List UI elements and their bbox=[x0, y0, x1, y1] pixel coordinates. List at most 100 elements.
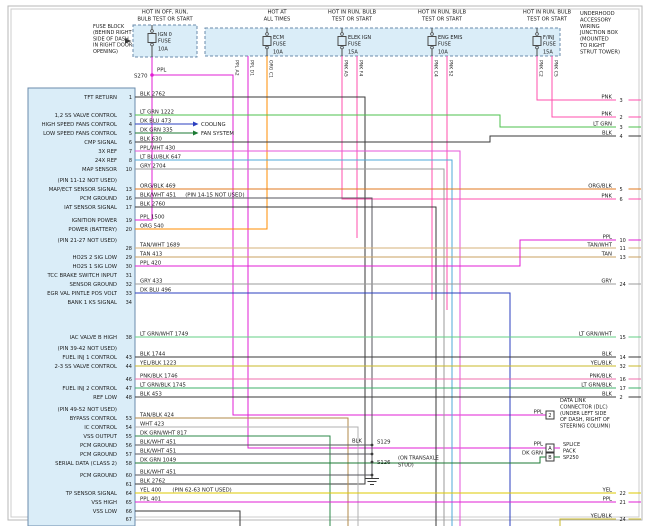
right-pin-number: 22 bbox=[620, 491, 626, 497]
pcm-pin-number: 60 bbox=[126, 473, 132, 479]
wire-code-label: YEL 400 bbox=[139, 488, 162, 494]
pcm-pin-number: 29 bbox=[126, 255, 132, 261]
cooling-fan-note: COOLING bbox=[201, 122, 226, 128]
wire-code-label: PPL 401 bbox=[140, 497, 161, 503]
pcm-pin-number: 33 bbox=[126, 291, 132, 297]
connector-pin-label: PNK F4 bbox=[358, 60, 364, 76]
pcm-pin-number: 48 bbox=[126, 395, 132, 401]
wire-code-label: PPL bbox=[157, 68, 166, 74]
pcm-pin-number: 4 bbox=[129, 122, 132, 128]
pcm-pin-number: 46 bbox=[126, 377, 132, 383]
wire-code-label: PPL bbox=[534, 442, 543, 448]
fuse-hot-title: TEST OR START bbox=[331, 17, 373, 23]
pcm-pin-number: 19 bbox=[126, 218, 132, 224]
pcm-pin-function-label: PCM GROUND bbox=[80, 473, 117, 479]
right-wire-code: LT GRN/BLK bbox=[581, 383, 612, 389]
right-pin-number: 2 bbox=[620, 395, 623, 401]
fuse-hot-title: TEST OR START bbox=[421, 17, 463, 23]
fuse-hot-title: HOT IN OFF, RUN, bbox=[142, 10, 188, 16]
fuse-terminal bbox=[430, 32, 434, 36]
junction-box-note: WIRING bbox=[580, 24, 600, 30]
right-pin-number: 24 bbox=[620, 282, 626, 288]
pcm-pin-function-label: 3X REF bbox=[98, 149, 117, 155]
right-wire-code: PNK/BLK bbox=[590, 374, 613, 380]
wire-blk-2760 bbox=[135, 206, 437, 526]
right-wire-code: TAN/WHT bbox=[586, 243, 612, 249]
pcm-pin-function-label: SENSOR GROUND bbox=[70, 282, 117, 288]
wire-pplwht-430 bbox=[135, 150, 461, 526]
pcm-not-used-note: (PIN 21-27 NOT USED) bbox=[58, 238, 117, 244]
pcm-pin-number: 20 bbox=[126, 227, 132, 233]
pcm-pin-function-label: MAP/ECT SENSOR SIGNAL bbox=[49, 187, 117, 193]
pcm-pin-number: 61 bbox=[126, 482, 132, 488]
pcm-not-used-note: (PIN 49-52 NOT USED) bbox=[58, 407, 117, 413]
pcm-pin-number: 56 bbox=[126, 443, 132, 449]
pcm-pin-number: 66 bbox=[126, 509, 132, 515]
fuse-name: FUSE bbox=[348, 42, 361, 48]
connector-pin-label: PNK C2 bbox=[538, 60, 544, 77]
pcm-pin-number: 32 bbox=[126, 282, 132, 288]
wire-code-label: LT GRN/WHT 1749 bbox=[140, 332, 188, 338]
cooling-fan-note: FAN SYSTEM bbox=[201, 131, 234, 137]
wire-code-label: GRY 433 bbox=[140, 279, 162, 285]
pcm-pin-number: 3 bbox=[129, 113, 132, 119]
wire-dkgrnwht-817 bbox=[135, 435, 331, 526]
right-wire-code: ORG/BLK bbox=[588, 184, 612, 190]
wire-code-label: TAN/WHT 1689 bbox=[139, 243, 180, 249]
fuse-amps: 10A bbox=[158, 47, 168, 53]
connector-pin-label: ORG C1 bbox=[268, 60, 274, 78]
dlc-note: (UNDER LEFT SIDE bbox=[560, 411, 606, 417]
junction-dot bbox=[370, 460, 374, 464]
pcm-pin-number: 38 bbox=[126, 335, 132, 341]
pcm-pin-number: 44 bbox=[126, 364, 132, 370]
pcm-pin-function-label: SERIAL DATA (CLASS 2) bbox=[55, 461, 117, 467]
junction-dot bbox=[370, 452, 374, 456]
wire-dkblu-496 bbox=[135, 292, 511, 526]
fuse-block-note: SIDE OF DASH bbox=[93, 36, 129, 42]
wire-pnk-2 bbox=[551, 56, 616, 118]
wire-code-label: PPL 420 bbox=[140, 261, 162, 267]
arrow-right-icon bbox=[193, 121, 199, 127]
wire-pnk-6 bbox=[341, 56, 616, 200]
fuse-terminal bbox=[150, 42, 154, 47]
fuse-name: FUSE bbox=[438, 42, 451, 48]
junction-box-note: STRUT TOWER) bbox=[580, 49, 620, 55]
pcm-pin-number: 6 bbox=[129, 140, 132, 146]
pcm-pin-number: 47 bbox=[126, 386, 132, 392]
wire-dkgrn-1049 bbox=[135, 456, 546, 464]
splice-pack-label: SP250 bbox=[563, 455, 579, 461]
right-pin-number: 10 bbox=[620, 238, 626, 244]
fuse-name: FUSE bbox=[158, 39, 171, 45]
wire-code-label: BLK 453 bbox=[140, 392, 162, 398]
frame-outer bbox=[7, 5, 643, 521]
wire-ppl-420 bbox=[135, 239, 616, 267]
ground-note: (ON TRANSAXLE bbox=[398, 456, 439, 462]
pcm-not-used-note: (PIN 39-42 NOT USED) bbox=[58, 346, 117, 352]
pcm-pin-function-label: 1,2 SS VALVE CONTROL bbox=[55, 113, 117, 119]
wire-blkwht-451-top bbox=[135, 197, 373, 475]
pcm-pin-number: 7 bbox=[129, 149, 132, 155]
wire-code-label: BLK/WHT 451 bbox=[140, 440, 176, 446]
right-pin-number: 13 bbox=[620, 255, 626, 261]
junction-box-note: TO RIGHT bbox=[579, 43, 606, 49]
pcm-pin-function-label: TCC BRAKE SWITCH INPUT bbox=[46, 273, 117, 279]
pcm-pin-number: 28 bbox=[126, 246, 132, 252]
pcm-pin-number: 10 bbox=[126, 167, 132, 173]
pcm-not-used-note: (PIN 14-15 NOT USED) bbox=[185, 193, 244, 199]
splice-label: S270 bbox=[134, 74, 148, 80]
right-pin-number: 4 bbox=[620, 134, 623, 140]
connector-pin-label: PPL D1 bbox=[249, 60, 255, 76]
wire-code-label: ORG/BLK 469 bbox=[140, 184, 176, 190]
pcm-pin-function-label: VSS HIGH bbox=[91, 500, 117, 506]
pcm-pin-function-label: PCM GROUND bbox=[80, 452, 117, 458]
fuse-terminal bbox=[535, 32, 539, 36]
pcm-pin-function-label: CMP SIGNAL bbox=[84, 140, 117, 146]
dlc-note: DATA LINK bbox=[560, 398, 586, 404]
wire-blk-2762 bbox=[135, 96, 366, 485]
right-pin-number: 14 bbox=[620, 355, 626, 361]
pcm-pin-number: 34 bbox=[126, 300, 132, 306]
fuse-terminal bbox=[340, 32, 344, 36]
pcm-pin-number: 43 bbox=[126, 355, 132, 361]
